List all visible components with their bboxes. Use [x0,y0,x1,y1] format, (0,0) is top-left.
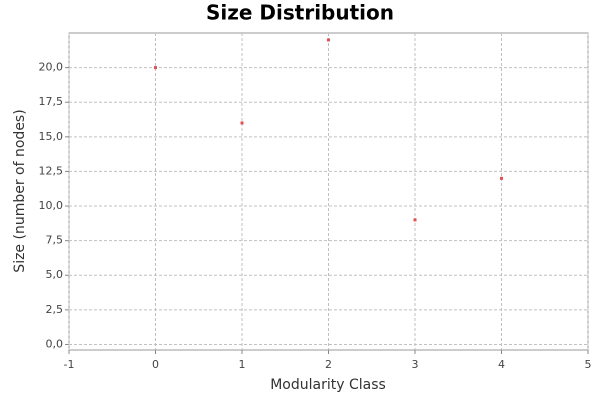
y-tick-label: 17,5 [39,95,64,108]
y-tick-label: 2,5 [46,303,64,316]
y-tick-label: 20,0 [39,61,64,74]
y-tick-label: 10,0 [39,199,64,212]
point [240,121,244,125]
point [327,38,330,42]
y-tick-label: 0,0 [46,337,64,350]
x-tick-label: 4 [498,358,505,371]
chart-title: Size Distribution [206,1,394,25]
x-axis-label: Modularity Class [270,377,386,393]
y-axis-label: Size (number of nodes) [12,109,28,272]
x-tick-label: 3 [412,358,419,371]
x-tick-label: -1 [64,358,75,371]
x-tick-label: 2 [325,358,332,371]
y-tick-label: 5,0 [46,268,64,281]
y-tick-label: 15,0 [39,130,64,143]
y-tick-label: 12,5 [39,164,64,177]
x-tick-label: 0 [152,358,159,371]
x-tick-label: 5 [585,358,592,371]
point [154,66,157,70]
y-tick-label: 7,5 [46,234,64,247]
x-tick-label: 1 [239,358,246,371]
point [500,176,503,180]
point [413,218,417,222]
